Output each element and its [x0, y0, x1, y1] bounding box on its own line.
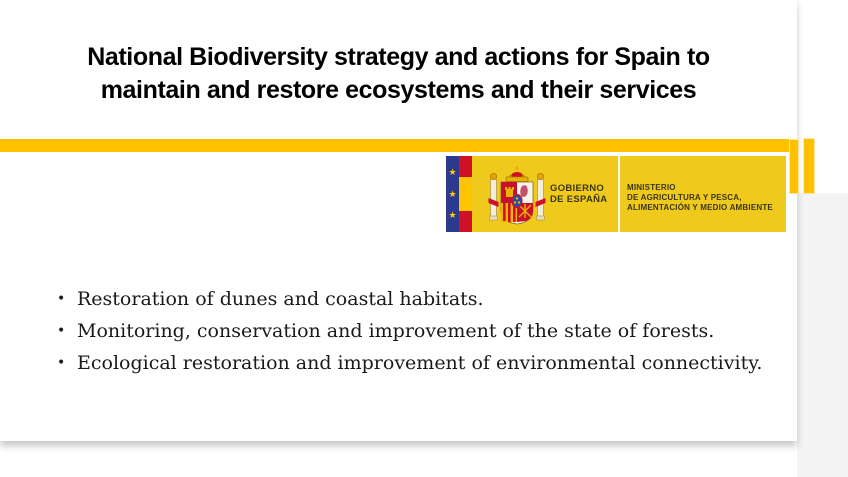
gold-accent-bar-horizontal — [0, 139, 797, 152]
slide-title: National Biodiversity strategy and actio… — [0, 41, 797, 107]
gold-accent-bar-vertical — [803, 138, 815, 194]
bullet-icon: • — [57, 355, 66, 371]
government-label: GOBIERNO DE ESPAÑA — [550, 183, 616, 205]
list-item: • Ecological restoration and improvement… — [57, 347, 777, 379]
banner-divider — [618, 156, 620, 232]
bullet-text: Ecological restoration and improvement o… — [77, 352, 763, 374]
ministry-line1: MINISTERIO — [627, 183, 676, 192]
star-icon: ★ — [448, 188, 457, 199]
slide-title-line1: National Biodiversity strategy and actio… — [87, 43, 710, 71]
government-line1: GOBIERNO — [550, 183, 605, 194]
spain-flag-stripe-icon — [459, 156, 472, 232]
government-line2: DE ESPAÑA — [550, 193, 608, 205]
list-item: • Restoration of dunes and coastal habit… — [57, 283, 777, 315]
star-icon: ★ — [448, 209, 457, 220]
bullet-text: Restoration of dunes and coastal habitat… — [77, 288, 484, 310]
bullet-icon: • — [57, 291, 66, 307]
eu-stars-icon: ★ ★ ★ — [446, 156, 459, 232]
spain-coat-of-arms-icon — [488, 166, 546, 225]
bullet-icon: • — [57, 323, 66, 339]
bullet-list: • Restoration of dunes and coastal habit… — [57, 283, 777, 379]
slide-title-line2: maintain and restore ecosystems and thei… — [100, 76, 697, 104]
ministry-line2: DE AGRICULTURA Y PESCA, — [627, 193, 742, 202]
ministry-line3: ALIMENTACIÓN Y MEDIO AMBIENTE — [627, 203, 773, 212]
background-right-gutter — [797, 193, 848, 477]
bullet-text: Monitoring, conservation and improvement… — [77, 320, 715, 342]
list-item: • Monitoring, conservation and improveme… — [57, 315, 777, 347]
ministry-label: MINISTERIO DE AGRICULTURA Y PESCA, ALIME… — [627, 183, 785, 213]
spain-government-banner: ★ ★ ★ — [446, 156, 786, 232]
gold-accent-bar-corner — [789, 139, 799, 194]
star-icon: ★ — [448, 167, 457, 178]
